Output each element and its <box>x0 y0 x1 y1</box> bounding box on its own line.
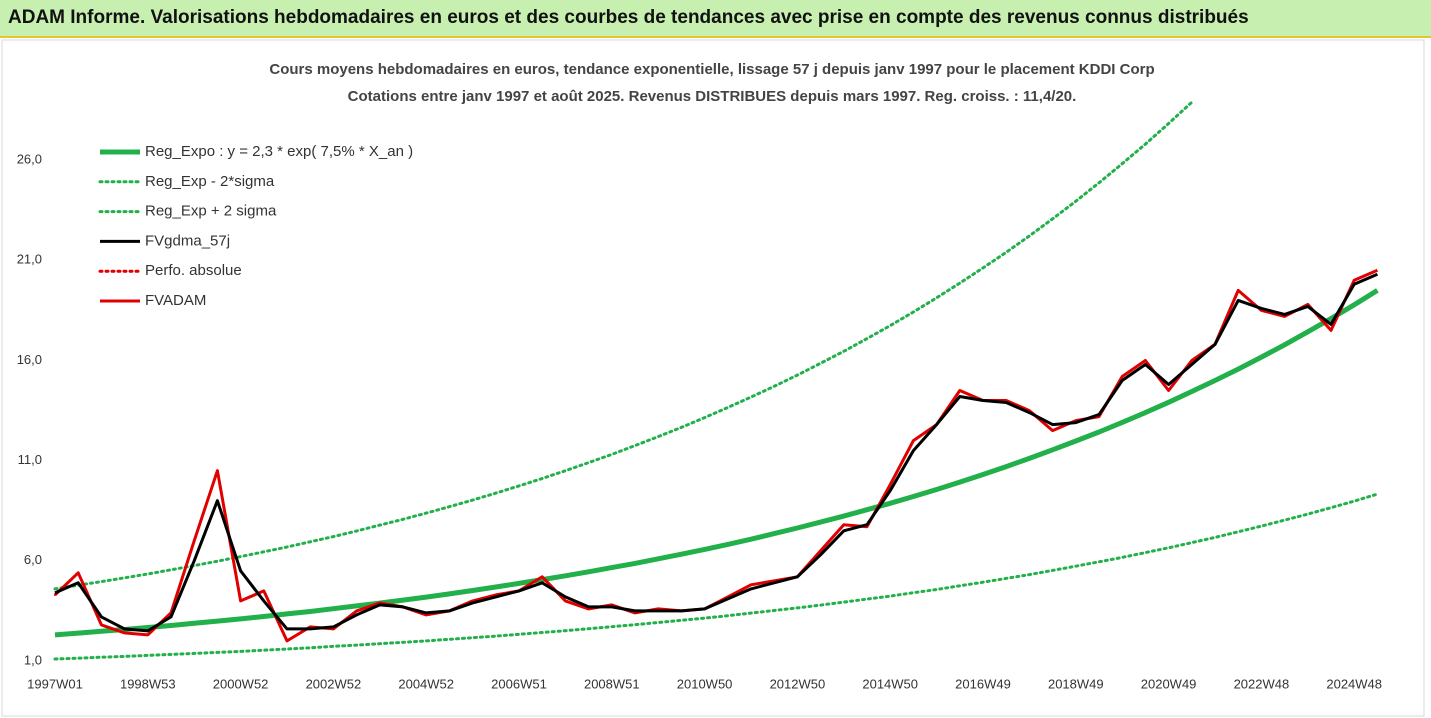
x-tick-label: 2018W49 <box>1048 676 1104 691</box>
y-tick-label: 11,0 <box>18 452 42 467</box>
x-tick-label: 2022W48 <box>1234 676 1290 691</box>
x-tick-label: 2020W49 <box>1141 676 1197 691</box>
subtitle: Cotations entre janv 1997 et août 2025. … <box>348 88 1077 105</box>
x-tick-label: 2024W48 <box>1326 676 1382 691</box>
x-tick-label: 2014W50 <box>862 676 918 691</box>
x-tick-label: 1998W53 <box>120 676 176 691</box>
chart-frame <box>1 39 1425 717</box>
chart: Cours moyens hebdomadaires en euros, ten… <box>1 39 1425 717</box>
legend-label: FVgdma_57j <box>145 232 230 249</box>
x-tick-label: 2008W51 <box>584 676 640 691</box>
x-tick-label: 2012W50 <box>770 676 826 691</box>
series-line <box>53 100 1194 591</box>
series-line <box>54 288 1379 638</box>
x-tick-label: 2002W52 <box>306 676 362 691</box>
x-tick-label: 2000W52 <box>213 676 269 691</box>
subtitle: Cours moyens hebdomadaires en euros, ten… <box>269 61 1154 78</box>
y-tick-label: 1,0 <box>24 652 42 667</box>
series-line <box>54 272 1378 633</box>
x-tick-label: 2006W51 <box>491 676 547 691</box>
y-tick-label: 26,0 <box>17 152 42 167</box>
x-tick-label: 2016W49 <box>955 676 1011 691</box>
chart-title: ADAM Informe. Valorisations hebdomadaire… <box>8 7 1249 28</box>
y-tick-label: 21,0 <box>17 252 42 267</box>
x-tick-label: 2004W52 <box>398 676 454 691</box>
x-tick-label: 1997W01 <box>27 676 83 691</box>
y-tick-label: 6,0 <box>24 552 42 567</box>
legend-label: FVADAM <box>145 292 206 309</box>
legend-label: Reg_Expo : y = 2,3 * exp( 7,5% * X_an ) <box>145 143 413 160</box>
legend-label: Perfo. absolue <box>145 262 242 279</box>
legend-label: Reg_Exp + 2 sigma <box>145 203 277 220</box>
x-tick-label: 2010W50 <box>677 676 733 691</box>
legend-label: Reg_Exp - 2*sigma <box>145 173 275 190</box>
header: ADAM Informe. Valorisations hebdomadaire… <box>0 0 1431 38</box>
series-line <box>53 492 1379 661</box>
y-tick-label: 16,0 <box>17 352 42 367</box>
